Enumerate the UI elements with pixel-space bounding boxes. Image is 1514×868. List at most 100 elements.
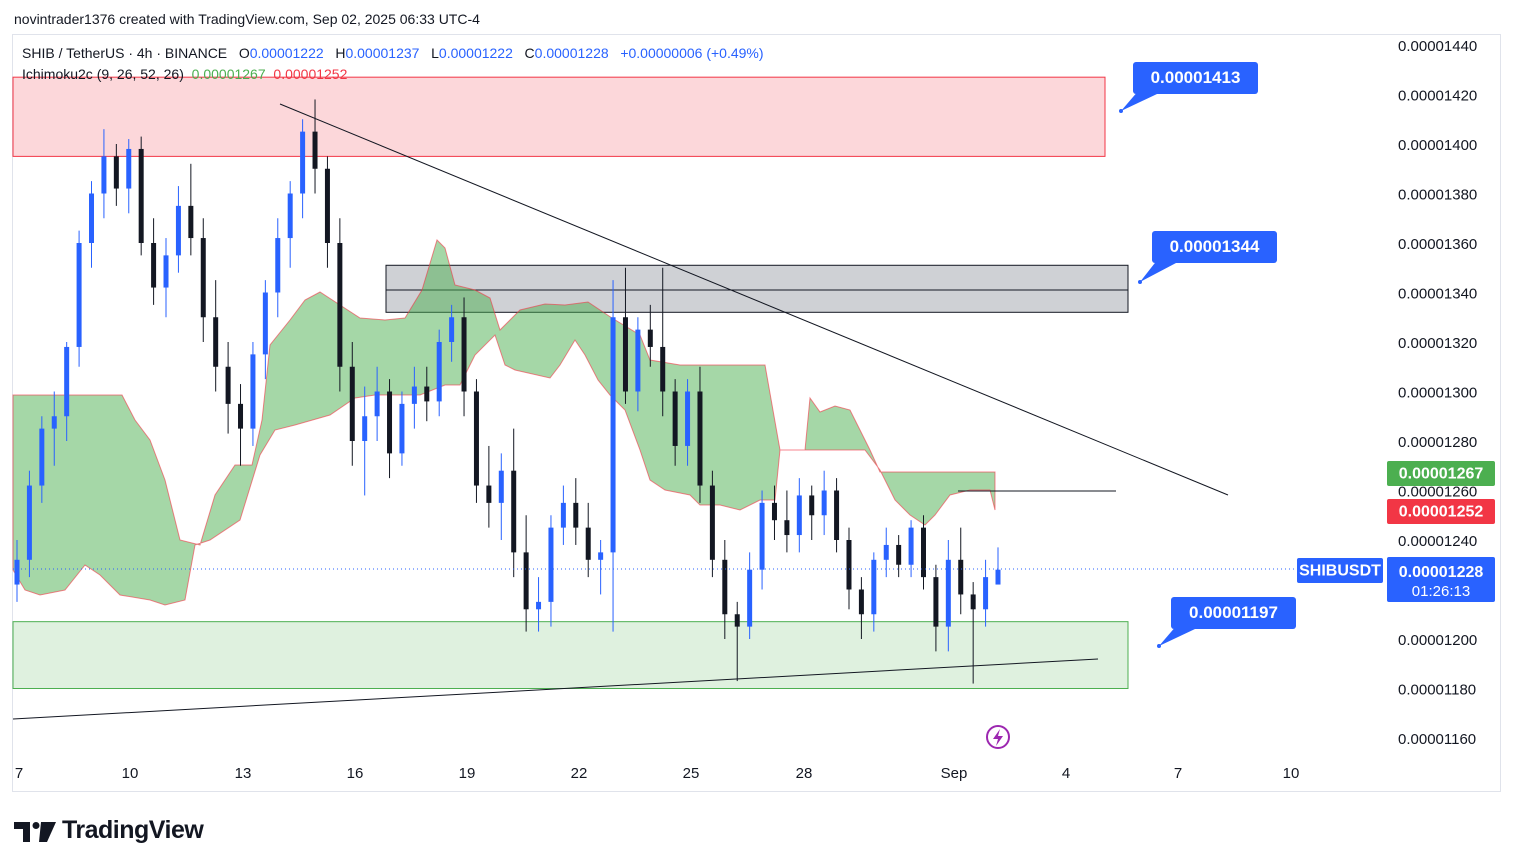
low-value: 0.00001222	[438, 45, 513, 61]
candle-body	[411, 386, 417, 404]
candle-body	[920, 527, 926, 578]
candle	[598, 540, 604, 595]
candle	[660, 267, 666, 417]
candle-body	[834, 490, 840, 540]
candle-body	[26, 485, 32, 560]
candle-body	[809, 495, 815, 516]
callout-text: 0.00001413	[1151, 68, 1241, 87]
indicator-value-1: 0.00001267	[191, 66, 266, 82]
candle	[771, 485, 777, 540]
candle	[262, 280, 268, 380]
open-value: 0.00001222	[249, 45, 324, 61]
price-tick-label: 0.00001280	[1398, 434, 1477, 451]
candle	[622, 267, 628, 404]
candle	[883, 527, 889, 578]
candle	[995, 547, 1001, 585]
candle-body	[374, 391, 380, 417]
last-price-badge: 0.00001228 01:26:13	[1387, 557, 1495, 602]
candle-body	[39, 428, 45, 486]
candle	[188, 163, 194, 256]
time-tick-label: Sep	[941, 765, 968, 782]
close-label: C	[524, 45, 535, 61]
candle-body	[709, 485, 715, 560]
candle	[834, 478, 840, 553]
candle-body	[560, 502, 566, 528]
candle	[473, 379, 479, 503]
candle	[585, 502, 591, 578]
candle	[324, 156, 330, 268]
time-tick-label: 10	[1283, 765, 1300, 782]
candle	[908, 520, 914, 578]
credit-text: novintrader1376 created with TradingView…	[14, 11, 480, 27]
candle	[250, 342, 256, 446]
candle-body	[697, 391, 703, 486]
candle	[796, 478, 802, 553]
candle	[51, 391, 57, 466]
price-tick-label: 0.00001320	[1398, 335, 1477, 352]
candle	[275, 218, 281, 318]
candle-body	[647, 329, 653, 347]
candle	[685, 379, 691, 466]
symbol-name[interactable]: SHIB / TetherUS · 4h · BINANCE	[22, 45, 228, 61]
candle-body	[225, 366, 231, 404]
candle	[39, 416, 45, 503]
callout-pointer	[1140, 259, 1176, 282]
candle	[945, 540, 951, 652]
indicator-name[interactable]: Ichimoku2c (9, 26, 52, 26)	[22, 66, 184, 82]
candle	[163, 238, 169, 318]
candle-body	[945, 559, 951, 627]
cloud-bottom-price-label-text: 0.00001252	[1399, 504, 1484, 521]
candle	[399, 391, 405, 466]
descending-trendline	[279, 103, 1229, 496]
candle	[970, 582, 976, 684]
candle-body	[896, 544, 902, 565]
indicator-legend[interactable]: Ichimoku2c (9, 26, 52, 26) 0.00001267 0.…	[22, 66, 347, 82]
candle	[958, 527, 964, 615]
callout-bg	[1133, 62, 1258, 94]
candle-body	[511, 470, 517, 553]
candle	[411, 366, 417, 429]
candle-body	[672, 391, 678, 446]
candle	[635, 317, 641, 412]
candle-body	[771, 502, 777, 521]
price-tick-label: 0.00001360	[1398, 236, 1477, 253]
candle-body	[871, 559, 877, 615]
candle-body	[89, 193, 95, 243]
candle	[722, 540, 728, 639]
candle	[548, 515, 554, 627]
price-tick-label: 0.00001400	[1398, 137, 1477, 154]
candle-body	[747, 569, 753, 627]
candle	[871, 552, 877, 632]
candle-body	[933, 577, 939, 627]
candle-body	[958, 559, 964, 595]
candle-body	[262, 292, 268, 355]
candle	[709, 470, 715, 578]
high-label: H	[335, 45, 346, 61]
candle	[846, 527, 852, 610]
candle	[809, 485, 815, 540]
price-callout: 0.00001197	[1157, 597, 1296, 648]
candle-body	[362, 416, 368, 441]
zone-resistance	[12, 76, 1106, 157]
price-tick-label: 0.00001260	[1398, 484, 1477, 501]
candle	[747, 552, 753, 639]
symbol-legend[interactable]: SHIB / TetherUS · 4h · BINANCE O0.000012…	[22, 45, 764, 61]
logo-text: TradingView	[62, 816, 204, 844]
callout-bg	[1152, 231, 1277, 263]
zone-support	[12, 621, 1129, 689]
candle-body	[461, 317, 467, 392]
candle-body	[163, 255, 169, 288]
candle	[225, 342, 231, 434]
time-tick-label: 7	[15, 765, 23, 782]
candle	[983, 559, 989, 627]
candle	[896, 535, 902, 578]
candle-body	[399, 403, 405, 454]
last-price-value: 0.00001228	[1399, 564, 1484, 581]
candle	[573, 478, 579, 545]
time-tick-label: 16	[347, 765, 364, 782]
cloud-top-price-label-bg	[1387, 461, 1495, 486]
close-value: 0.00001228	[534, 45, 609, 61]
candle-body	[275, 238, 281, 293]
candle-body	[238, 403, 244, 429]
